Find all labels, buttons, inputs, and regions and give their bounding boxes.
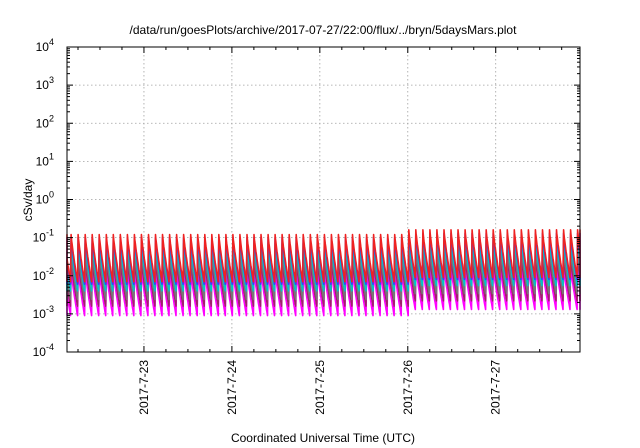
y-axis-label: cSv/day bbox=[21, 179, 35, 222]
data-series-line bbox=[66, 266, 581, 317]
y-tick-label: 100 bbox=[36, 190, 54, 207]
tick-layer bbox=[67, 46, 580, 353]
y-tick-label: 104 bbox=[36, 37, 54, 54]
data-series-line bbox=[66, 229, 581, 283]
y-tick-label: 103 bbox=[36, 75, 54, 92]
y-tick-label: 10-4 bbox=[33, 342, 54, 359]
x-axis-label: Coordinated Universal Time (UTC) bbox=[231, 431, 415, 445]
y-tick-label: 102 bbox=[36, 113, 54, 130]
y-tick-label: 10-1 bbox=[33, 228, 54, 245]
data-series-line bbox=[66, 249, 581, 301]
series-layer bbox=[66, 229, 581, 317]
x-tick-label: 2017-7-24 bbox=[225, 360, 239, 415]
x-tick-label: 2017-7-27 bbox=[489, 360, 503, 415]
y-tick-label: 10-2 bbox=[33, 266, 54, 283]
x-tick-label: 2017-7-26 bbox=[401, 360, 415, 415]
chart-title: /data/run/goesPlots/archive/2017-07-27/2… bbox=[130, 23, 518, 37]
data-series-line bbox=[66, 256, 581, 307]
y-tick-label: 10-3 bbox=[33, 304, 54, 321]
y-tick-label: 101 bbox=[36, 151, 54, 168]
data-series-line bbox=[66, 239, 581, 292]
x-tick-label: 2017-7-25 bbox=[313, 360, 327, 415]
x-tick-label: 2017-7-23 bbox=[137, 360, 151, 415]
label-layer: 10-4 10-3 10-2 10-1 100 101 102 103 104 2017-7-23… bbox=[33, 37, 503, 415]
